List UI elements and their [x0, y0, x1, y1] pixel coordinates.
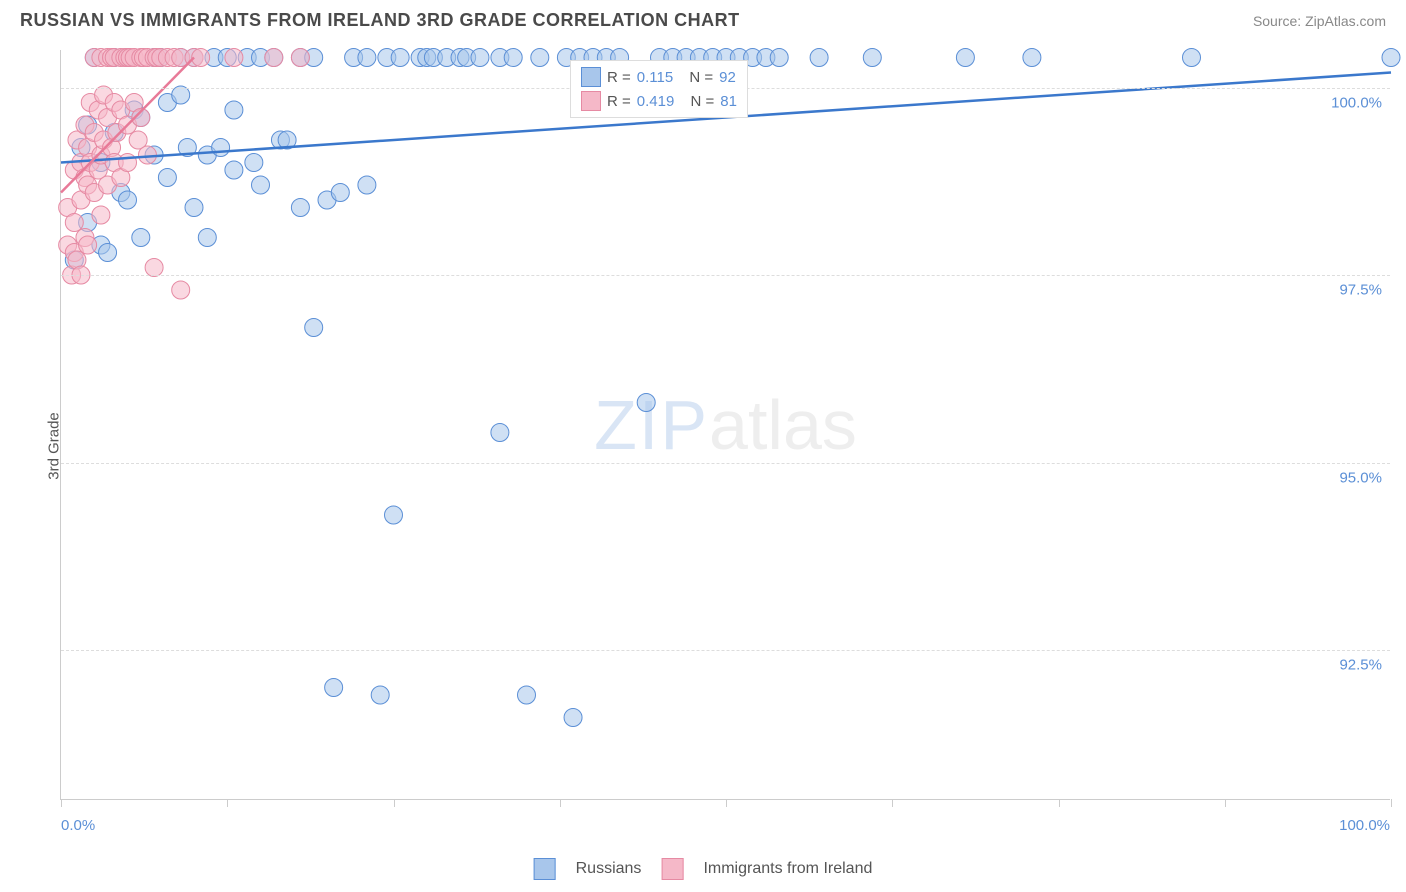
data-point	[225, 101, 243, 119]
n-value-ireland: 81	[720, 93, 737, 110]
data-point	[564, 709, 582, 727]
data-point	[810, 49, 828, 67]
data-point	[79, 236, 97, 254]
data-point	[863, 49, 881, 67]
x-tick	[1059, 799, 1060, 807]
y-tick-label: 92.5%	[1339, 657, 1382, 674]
y-tick-label: 100.0%	[1331, 94, 1382, 111]
r-label: R =	[607, 69, 631, 86]
swatch-russians	[581, 67, 601, 87]
r-value-ireland: 0.419	[637, 93, 675, 110]
legend-row-russians: R = 0.115 N = 92	[581, 65, 737, 89]
data-point	[325, 679, 343, 697]
data-point	[132, 229, 150, 247]
n-label: N =	[690, 93, 714, 110]
data-point	[185, 199, 203, 217]
x-tick	[227, 799, 228, 807]
r-label: R =	[607, 93, 631, 110]
x-label-min: 0.0%	[61, 817, 95, 834]
swatch-ireland-bottom	[661, 858, 683, 880]
legend-label-ireland: Immigrants from Ireland	[703, 860, 872, 878]
legend-series: Russians Immigrants from Ireland	[534, 858, 873, 880]
data-point	[331, 184, 349, 202]
data-point	[471, 49, 489, 67]
data-point	[158, 169, 176, 187]
swatch-russians-bottom	[534, 858, 556, 880]
data-point	[504, 49, 522, 67]
x-tick	[394, 799, 395, 807]
chart-plot-area: ZIPatlas 92.5%95.0%97.5%100.0%0.0%100.0%	[60, 50, 1390, 800]
data-point	[518, 686, 536, 704]
scatter-plot	[61, 50, 1390, 799]
data-point	[305, 319, 323, 337]
data-point	[252, 176, 270, 194]
data-point	[92, 206, 110, 224]
x-tick	[726, 799, 727, 807]
x-tick	[892, 799, 893, 807]
data-point	[770, 49, 788, 67]
data-point	[172, 281, 190, 299]
n-value-russians: 92	[719, 69, 736, 86]
x-label-max: 100.0%	[1339, 817, 1390, 834]
data-point	[145, 259, 163, 277]
y-tick-label: 95.0%	[1339, 469, 1382, 486]
x-tick	[1225, 799, 1226, 807]
data-point	[99, 244, 117, 262]
data-point	[225, 49, 243, 67]
legend-correlation: R = 0.115 N = 92 R = 0.419 N = 81	[570, 60, 748, 118]
data-point	[198, 229, 216, 247]
data-point	[65, 214, 83, 232]
data-point	[371, 686, 389, 704]
chart-source: Source: ZipAtlas.com	[1253, 13, 1386, 29]
gridline	[61, 463, 1390, 464]
y-tick-label: 97.5%	[1339, 282, 1382, 299]
r-value-russians: 0.115	[637, 69, 673, 86]
data-point	[1183, 49, 1201, 67]
data-point	[119, 154, 137, 172]
data-point	[956, 49, 974, 67]
chart-title: RUSSIAN VS IMMIGRANTS FROM IRELAND 3RD G…	[20, 10, 740, 31]
data-point	[192, 49, 210, 67]
data-point	[291, 49, 309, 67]
data-point	[391, 49, 409, 67]
data-point	[637, 394, 655, 412]
gridline	[61, 275, 1390, 276]
data-point	[358, 176, 376, 194]
data-point	[245, 154, 263, 172]
data-point	[385, 506, 403, 524]
data-point	[531, 49, 549, 67]
gridline	[61, 650, 1390, 651]
data-point	[491, 424, 509, 442]
data-point	[225, 161, 243, 179]
chart-header: RUSSIAN VS IMMIGRANTS FROM IRELAND 3RD G…	[0, 0, 1406, 36]
legend-row-ireland: R = 0.419 N = 81	[581, 89, 737, 113]
legend-label-russians: Russians	[576, 860, 642, 878]
x-tick	[560, 799, 561, 807]
data-point	[358, 49, 376, 67]
x-tick	[61, 799, 62, 807]
data-point	[265, 49, 283, 67]
data-point	[1023, 49, 1041, 67]
data-point	[212, 139, 230, 157]
data-point	[1382, 49, 1400, 67]
swatch-ireland	[581, 91, 601, 111]
data-point	[119, 191, 137, 209]
n-label: N =	[689, 69, 713, 86]
data-point	[172, 86, 190, 104]
x-tick	[1391, 799, 1392, 807]
data-point	[291, 199, 309, 217]
